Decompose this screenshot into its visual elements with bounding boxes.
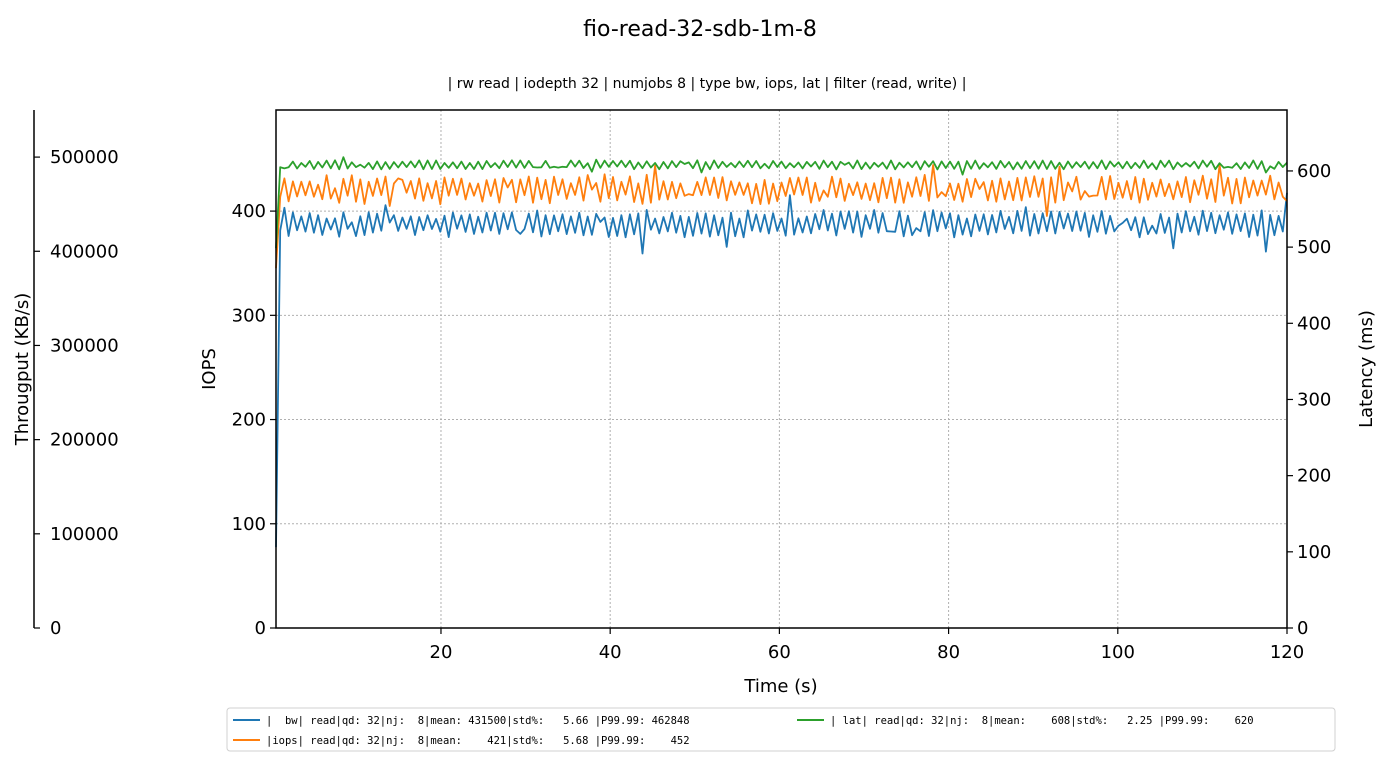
legend: | bw| read|qd: 32|nj: 8|mean: 431500|std… bbox=[226, 707, 1336, 752]
x-tick-label: 20 bbox=[430, 642, 453, 663]
iops-axis-label: IOPS bbox=[199, 348, 220, 390]
x-tick-label: 120 bbox=[1270, 642, 1304, 663]
iops-tick-label: 200 bbox=[232, 410, 266, 431]
latency-tick-label: 200 bbox=[1297, 466, 1331, 487]
bw-tick-label: 300000 bbox=[50, 335, 119, 356]
axis-ticks: 20 40 60 80 100 120 0 100 200 300 400 0 100000 200000… bbox=[34, 147, 1331, 663]
x-tick-label: 40 bbox=[599, 642, 622, 663]
x-tick-label: 60 bbox=[768, 642, 791, 663]
legend-label-bw: | bw| read|qd: 32|nj: 8|mean: 431500|std… bbox=[266, 715, 690, 727]
iops-tick-label: 300 bbox=[232, 305, 266, 326]
latency-tick-label: 300 bbox=[1297, 389, 1331, 410]
series-line-lat bbox=[275, 156, 1288, 249]
plot-frame bbox=[275, 109, 1288, 629]
bw-tick-label: 200000 bbox=[50, 430, 119, 451]
bw-tick-label: 0 bbox=[50, 618, 61, 639]
latency-tick-label: 0 bbox=[1297, 618, 1308, 639]
bw-tick-label: 500000 bbox=[50, 147, 119, 168]
legend-label-lat: | lat| read|qd: 32|nj: 8|mean: 608|std%:… bbox=[830, 715, 1254, 727]
grid bbox=[276, 110, 1288, 628]
x-tick-label: 100 bbox=[1101, 642, 1135, 663]
latency-tick-label: 600 bbox=[1297, 161, 1331, 182]
legend-label-iops: |iops| read|qd: 32|nj: 8|mean: 421|std%:… bbox=[266, 735, 690, 747]
x-tick-label: 80 bbox=[937, 642, 960, 663]
iops-tick-label: 400 bbox=[232, 201, 266, 222]
latency-tick-label: 100 bbox=[1297, 542, 1331, 563]
chart-subtitle: | rw read | iodepth 32 | numjobs 8 | typ… bbox=[448, 76, 967, 92]
series-line-bw bbox=[275, 192, 1288, 548]
latency-tick-label: 400 bbox=[1297, 313, 1331, 334]
bw-tick-label: 400000 bbox=[50, 241, 119, 262]
chart-title: fio-read-32-sdb-1m-8 bbox=[583, 17, 817, 42]
x-axis-label: Time (s) bbox=[743, 676, 817, 697]
bw-tick-label: 100000 bbox=[50, 524, 119, 545]
latency-axis-label: Latency (ms) bbox=[1356, 310, 1377, 428]
latency-tick-label: 500 bbox=[1297, 237, 1331, 258]
series-line-iops bbox=[275, 163, 1288, 269]
bw-axis-label: Througput (KB/s) bbox=[12, 293, 33, 447]
legend-frame bbox=[226, 707, 1336, 752]
series-layer bbox=[275, 156, 1288, 548]
iops-tick-label: 0 bbox=[255, 618, 266, 639]
iops-tick-label: 100 bbox=[232, 514, 266, 535]
